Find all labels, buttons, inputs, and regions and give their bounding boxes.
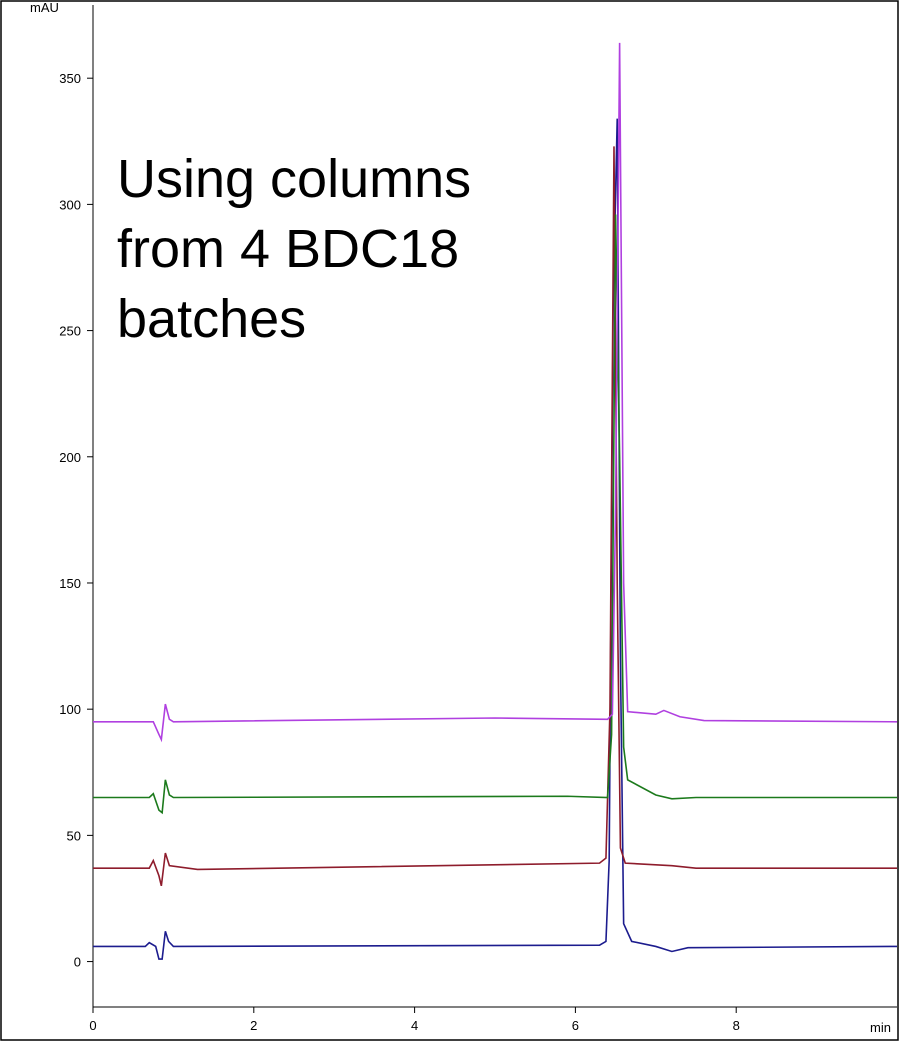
annotation: batches — [117, 289, 306, 349]
y-tick-label: 50 — [67, 828, 81, 843]
x-tick-label: 2 — [250, 1018, 257, 1033]
trace — [93, 118, 898, 960]
x-tick-label: 8 — [733, 1018, 740, 1033]
annotation: Using columns — [117, 149, 471, 209]
x-tick-label: 4 — [411, 1018, 418, 1033]
trace — [93, 146, 897, 887]
y-tick-label: 100 — [59, 702, 81, 717]
y-tick-label: 300 — [59, 197, 81, 212]
y-tick-label: 150 — [59, 576, 81, 591]
x-tick-label: 6 — [572, 1018, 579, 1033]
y-tick-label: 0 — [74, 955, 81, 970]
trace — [93, 42, 898, 743]
y-tick-label: 250 — [59, 324, 81, 339]
trace — [93, 214, 897, 815]
y-tick-label: 350 — [59, 71, 81, 86]
x-axis-label: min — [870, 1020, 891, 1035]
y-tick-label: 200 — [59, 450, 81, 465]
annotation: from 4 BDC18 — [117, 219, 459, 279]
x-tick-label: 0 — [89, 1018, 96, 1033]
y-axis-label: mAU — [30, 0, 59, 15]
